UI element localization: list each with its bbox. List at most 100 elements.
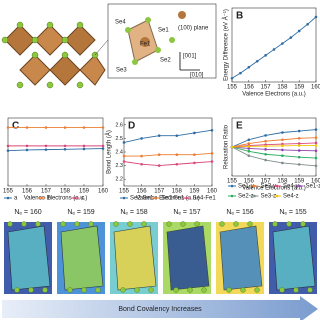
point — [230, 77, 234, 80]
legend-label: b — [48, 196, 52, 202]
series-line — [231, 146, 317, 152]
structure-atom — [28, 287, 34, 293]
y-tick-label: 2.3 — [115, 163, 123, 169]
structure-atom — [180, 221, 186, 227]
point — [6, 144, 10, 148]
point — [314, 15, 318, 19]
point — [175, 134, 179, 137]
structure-atom — [42, 287, 48, 293]
structure-atom — [60, 221, 66, 227]
series-line — [231, 137, 317, 148]
series-line — [231, 146, 317, 159]
x-tick-label: 160 — [98, 189, 109, 195]
point — [297, 155, 301, 159]
point — [210, 152, 214, 155]
point — [314, 149, 318, 153]
point — [264, 148, 267, 151]
point — [101, 126, 105, 129]
legend-label: Se1-Fe1 — [161, 196, 185, 202]
series-line — [231, 16, 317, 79]
point — [122, 154, 126, 158]
series-line — [231, 142, 317, 148]
structure-atom — [226, 287, 232, 293]
x-tick-label: 158 — [277, 179, 288, 185]
point — [6, 126, 10, 129]
point — [247, 145, 251, 148]
structure-atom — [113, 221, 119, 227]
structure-cell — [166, 225, 210, 291]
legend-dot — [122, 196, 126, 200]
x-tick-label: 156 — [244, 179, 255, 185]
structure-label: Nₑ = 156 — [226, 209, 253, 216]
structure-cell — [272, 225, 316, 291]
point — [297, 137, 301, 140]
x-tick-label: 158 — [60, 189, 71, 195]
point — [230, 145, 234, 149]
point — [101, 144, 105, 148]
x-tick-label: 158 — [172, 189, 183, 195]
point — [281, 161, 284, 165]
panel-label: E — [236, 121, 243, 132]
structure-atom — [35, 221, 41, 227]
x-tick-label: 159 — [294, 85, 305, 91]
legend-dot — [40, 196, 43, 200]
legend-dot — [253, 194, 256, 198]
legend-label: Se3-z — [261, 194, 277, 200]
x-tick-label: 157 — [261, 179, 272, 185]
plot-frame — [231, 7, 317, 83]
point — [264, 152, 267, 156]
x-tick-label: 160 — [207, 189, 218, 195]
point — [264, 144, 267, 148]
x-tick-label: 160 — [311, 179, 320, 185]
legend-dot — [230, 184, 234, 188]
point — [297, 129, 301, 133]
y-tick-label: 2.5 — [115, 136, 123, 142]
x-tick-label: 155 — [227, 179, 238, 185]
point — [193, 153, 196, 157]
y-tick-label: 2.6 — [115, 122, 123, 128]
legend-dot — [275, 184, 279, 188]
series-line — [123, 161, 213, 167]
legend-dot — [298, 184, 301, 188]
structure-atom — [95, 287, 101, 293]
structure-atom — [141, 221, 147, 227]
legend-label: Se3-y — [261, 184, 277, 190]
point — [314, 156, 318, 160]
structure-label: Nₑ = 158 — [120, 209, 147, 216]
legend-dot — [154, 196, 157, 200]
legend-label: Se4-Fe1 — [193, 196, 217, 202]
point — [140, 162, 143, 166]
legend-label: a — [14, 196, 18, 202]
structure-label: Nₑ = 159 — [67, 209, 94, 216]
atom-label: Se3 — [116, 68, 127, 74]
point — [281, 42, 284, 45]
x-axis-label: Valence Electrons (a.u.) — [242, 186, 306, 192]
structure-atom — [7, 221, 13, 227]
point — [6, 149, 10, 152]
structure-label: Nₑ = 155 — [279, 209, 306, 216]
point — [247, 147, 251, 150]
point — [247, 65, 251, 69]
structure-atom — [148, 287, 154, 293]
x-tick-label: 157 — [154, 189, 165, 195]
point — [281, 144, 284, 148]
x-tick-label: 155 — [227, 85, 238, 91]
point — [44, 148, 48, 151]
structure-atom — [254, 287, 260, 293]
point — [281, 138, 284, 142]
point — [44, 126, 48, 129]
point — [157, 153, 161, 157]
x-tick-label: 159 — [294, 179, 305, 185]
x-tick-label: 159 — [189, 189, 200, 195]
x-axis-label: Valence Electrons (a.u.) — [136, 196, 200, 202]
point — [193, 161, 196, 165]
point — [281, 148, 284, 152]
structure-cell — [60, 225, 104, 291]
structure-label: Nₑ = 157 — [173, 209, 200, 216]
point — [264, 134, 267, 137]
plot-frame — [123, 117, 213, 187]
panel-label: D — [128, 121, 135, 132]
point — [264, 54, 267, 57]
point — [63, 126, 67, 129]
